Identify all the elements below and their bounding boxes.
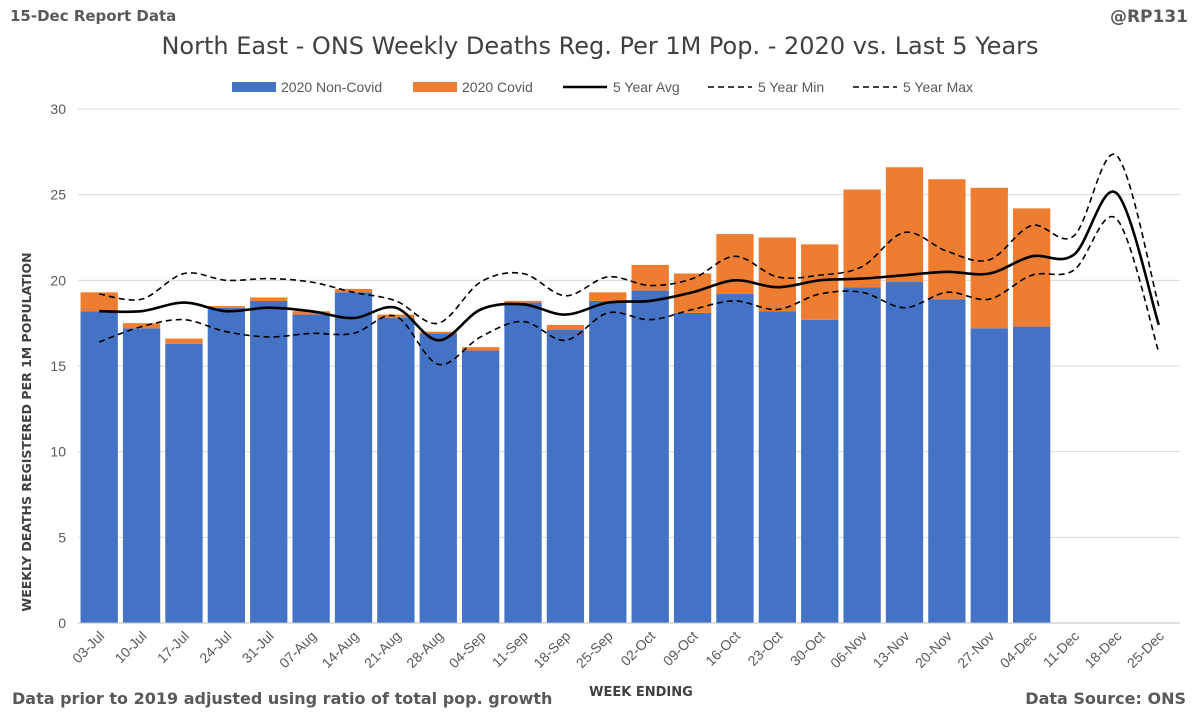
chart-title: North East - ONS Weekly Deaths Reg. Per … [161, 32, 1039, 60]
bar-covid [970, 187, 1008, 329]
bar-covid [462, 347, 500, 351]
bar-non-covid [631, 290, 669, 623]
x-tick-label: 14-Aug [318, 628, 361, 671]
x-axis-label: WEEK ENDING [589, 685, 693, 700]
axes: 03-Jul 10-Jul 17-Jul 24-Jul 31-Jul 07-Aug 14-A… [69, 622, 1180, 671]
bar-covid [1013, 208, 1051, 327]
bar-non-covid [758, 311, 796, 623]
bar-covid [122, 323, 161, 329]
y-axis-label: WEEKLY DEATHS REGISTERED PER 1M POPULATI… [19, 252, 34, 611]
bar-covid [377, 314, 415, 319]
x-tick-label: 10-Jul [111, 628, 149, 666]
legend-swatch [413, 82, 457, 92]
legend: 2020 Non-Covid 2020 Covid 5 Year Avg 5 Year… [232, 79, 973, 95]
x-tick-label: 25-Sep [573, 628, 616, 671]
bar-non-covid [843, 287, 881, 623]
bar-non-covid [334, 292, 373, 623]
bar-covid [928, 179, 966, 300]
bar-covid [758, 237, 796, 312]
y-tick-label: 30 [50, 101, 66, 117]
x-tick-label: 13-Nov [869, 628, 912, 671]
bar-non-covid [504, 302, 542, 623]
bar-covid [504, 300, 542, 303]
bar-non-covid [292, 314, 330, 623]
bar-covid [589, 292, 627, 301]
x-tick-label: 09-Oct [660, 628, 701, 669]
x-tick-label: 02-Oct [617, 628, 658, 669]
bar-non-covid [165, 343, 203, 623]
x-tick-label: 03-Jul [69, 628, 107, 666]
bar-non-covid [716, 294, 754, 623]
legend-swatch [232, 82, 276, 92]
x-tick-label: 11-Sep [489, 628, 532, 671]
lines [98, 153, 1161, 366]
x-tick-label: 27-Nov [954, 628, 997, 671]
x-tick-label: 07-Aug [276, 628, 319, 671]
bar-non-covid [377, 318, 415, 623]
bar-non-covid [419, 333, 457, 623]
bar-non-covid [801, 319, 839, 623]
x-tick-label: 31-Jul [239, 628, 277, 666]
bar-covid [165, 338, 203, 344]
bar-non-covid [928, 299, 966, 623]
bar-covid [843, 189, 881, 288]
report-label: 15-Dec Report Data [10, 7, 177, 25]
legend-label: 5 Year Max [903, 79, 973, 95]
x-tick-label: 04-Dec [997, 628, 1040, 671]
5-year-avg-line [99, 190, 1161, 342]
bar-non-covid [80, 311, 118, 623]
x-tick-label: 06-Nov [827, 628, 870, 671]
x-tick-label: 21-Aug [361, 628, 404, 671]
x-tick-label: 24-Jul [196, 628, 234, 666]
x-tick-label: 25-Dec [1124, 628, 1167, 671]
5-year-min-line [98, 215, 1160, 366]
x-tick-label: 23-Oct [744, 628, 785, 669]
legend-label: 5 Year Min [758, 79, 824, 95]
x-tick-label: 11-Dec [1040, 628, 1082, 670]
x-tick-label: 18-Sep [530, 628, 573, 671]
bar-non-covid [546, 330, 585, 623]
bar-covid [419, 331, 457, 334]
x-tick-label: 20-Nov [912, 628, 955, 671]
bar-covid [631, 264, 669, 291]
bar-non-covid [1013, 326, 1051, 623]
bar-covid [546, 324, 585, 331]
bar-non-covid [673, 312, 712, 623]
x-tick-label: 04-Sep [446, 628, 489, 671]
footnote: Data prior to 2019 adjusted using ratio … [12, 689, 553, 708]
y-tick-label: 20 [50, 272, 66, 288]
bar-covid [716, 234, 754, 295]
y-tick-label: 15 [50, 358, 66, 374]
x-tick-label: 28-Aug [403, 628, 446, 671]
bar-covid [334, 288, 373, 293]
bar-non-covid [885, 282, 924, 623]
bar-non-covid [462, 350, 500, 623]
source-label: Data Source: ONS [1025, 689, 1186, 708]
bar-non-covid [970, 328, 1008, 623]
x-tick-label: 30-Oct [787, 628, 828, 669]
handle-label: @RP131 [1109, 7, 1188, 27]
y-tick-label: 25 [50, 187, 66, 203]
bar-non-covid [589, 300, 627, 623]
legend-label: 5 Year Avg [613, 79, 680, 95]
x-tick-label: 16-Oct [702, 628, 743, 669]
x-tick-label: 17-Jul [154, 628, 192, 666]
bar-non-covid [207, 307, 245, 623]
bar-covid [292, 311, 330, 315]
bar-covid [80, 292, 118, 312]
bar-covid [207, 306, 245, 308]
bar-covid [885, 167, 924, 283]
bar-covid [250, 297, 288, 301]
bar-non-covid [122, 328, 161, 623]
y-tick-label: 10 [50, 444, 66, 460]
bar-non-covid [250, 300, 288, 623]
legend-label: 2020 Covid [462, 79, 533, 95]
legend-label: 2020 Non-Covid [281, 79, 382, 95]
x-tick-label: 18-Dec [1081, 628, 1124, 671]
y-tick-label: 5 [58, 529, 66, 545]
y-tick-label: 0 [58, 615, 66, 631]
bars [80, 167, 1051, 623]
